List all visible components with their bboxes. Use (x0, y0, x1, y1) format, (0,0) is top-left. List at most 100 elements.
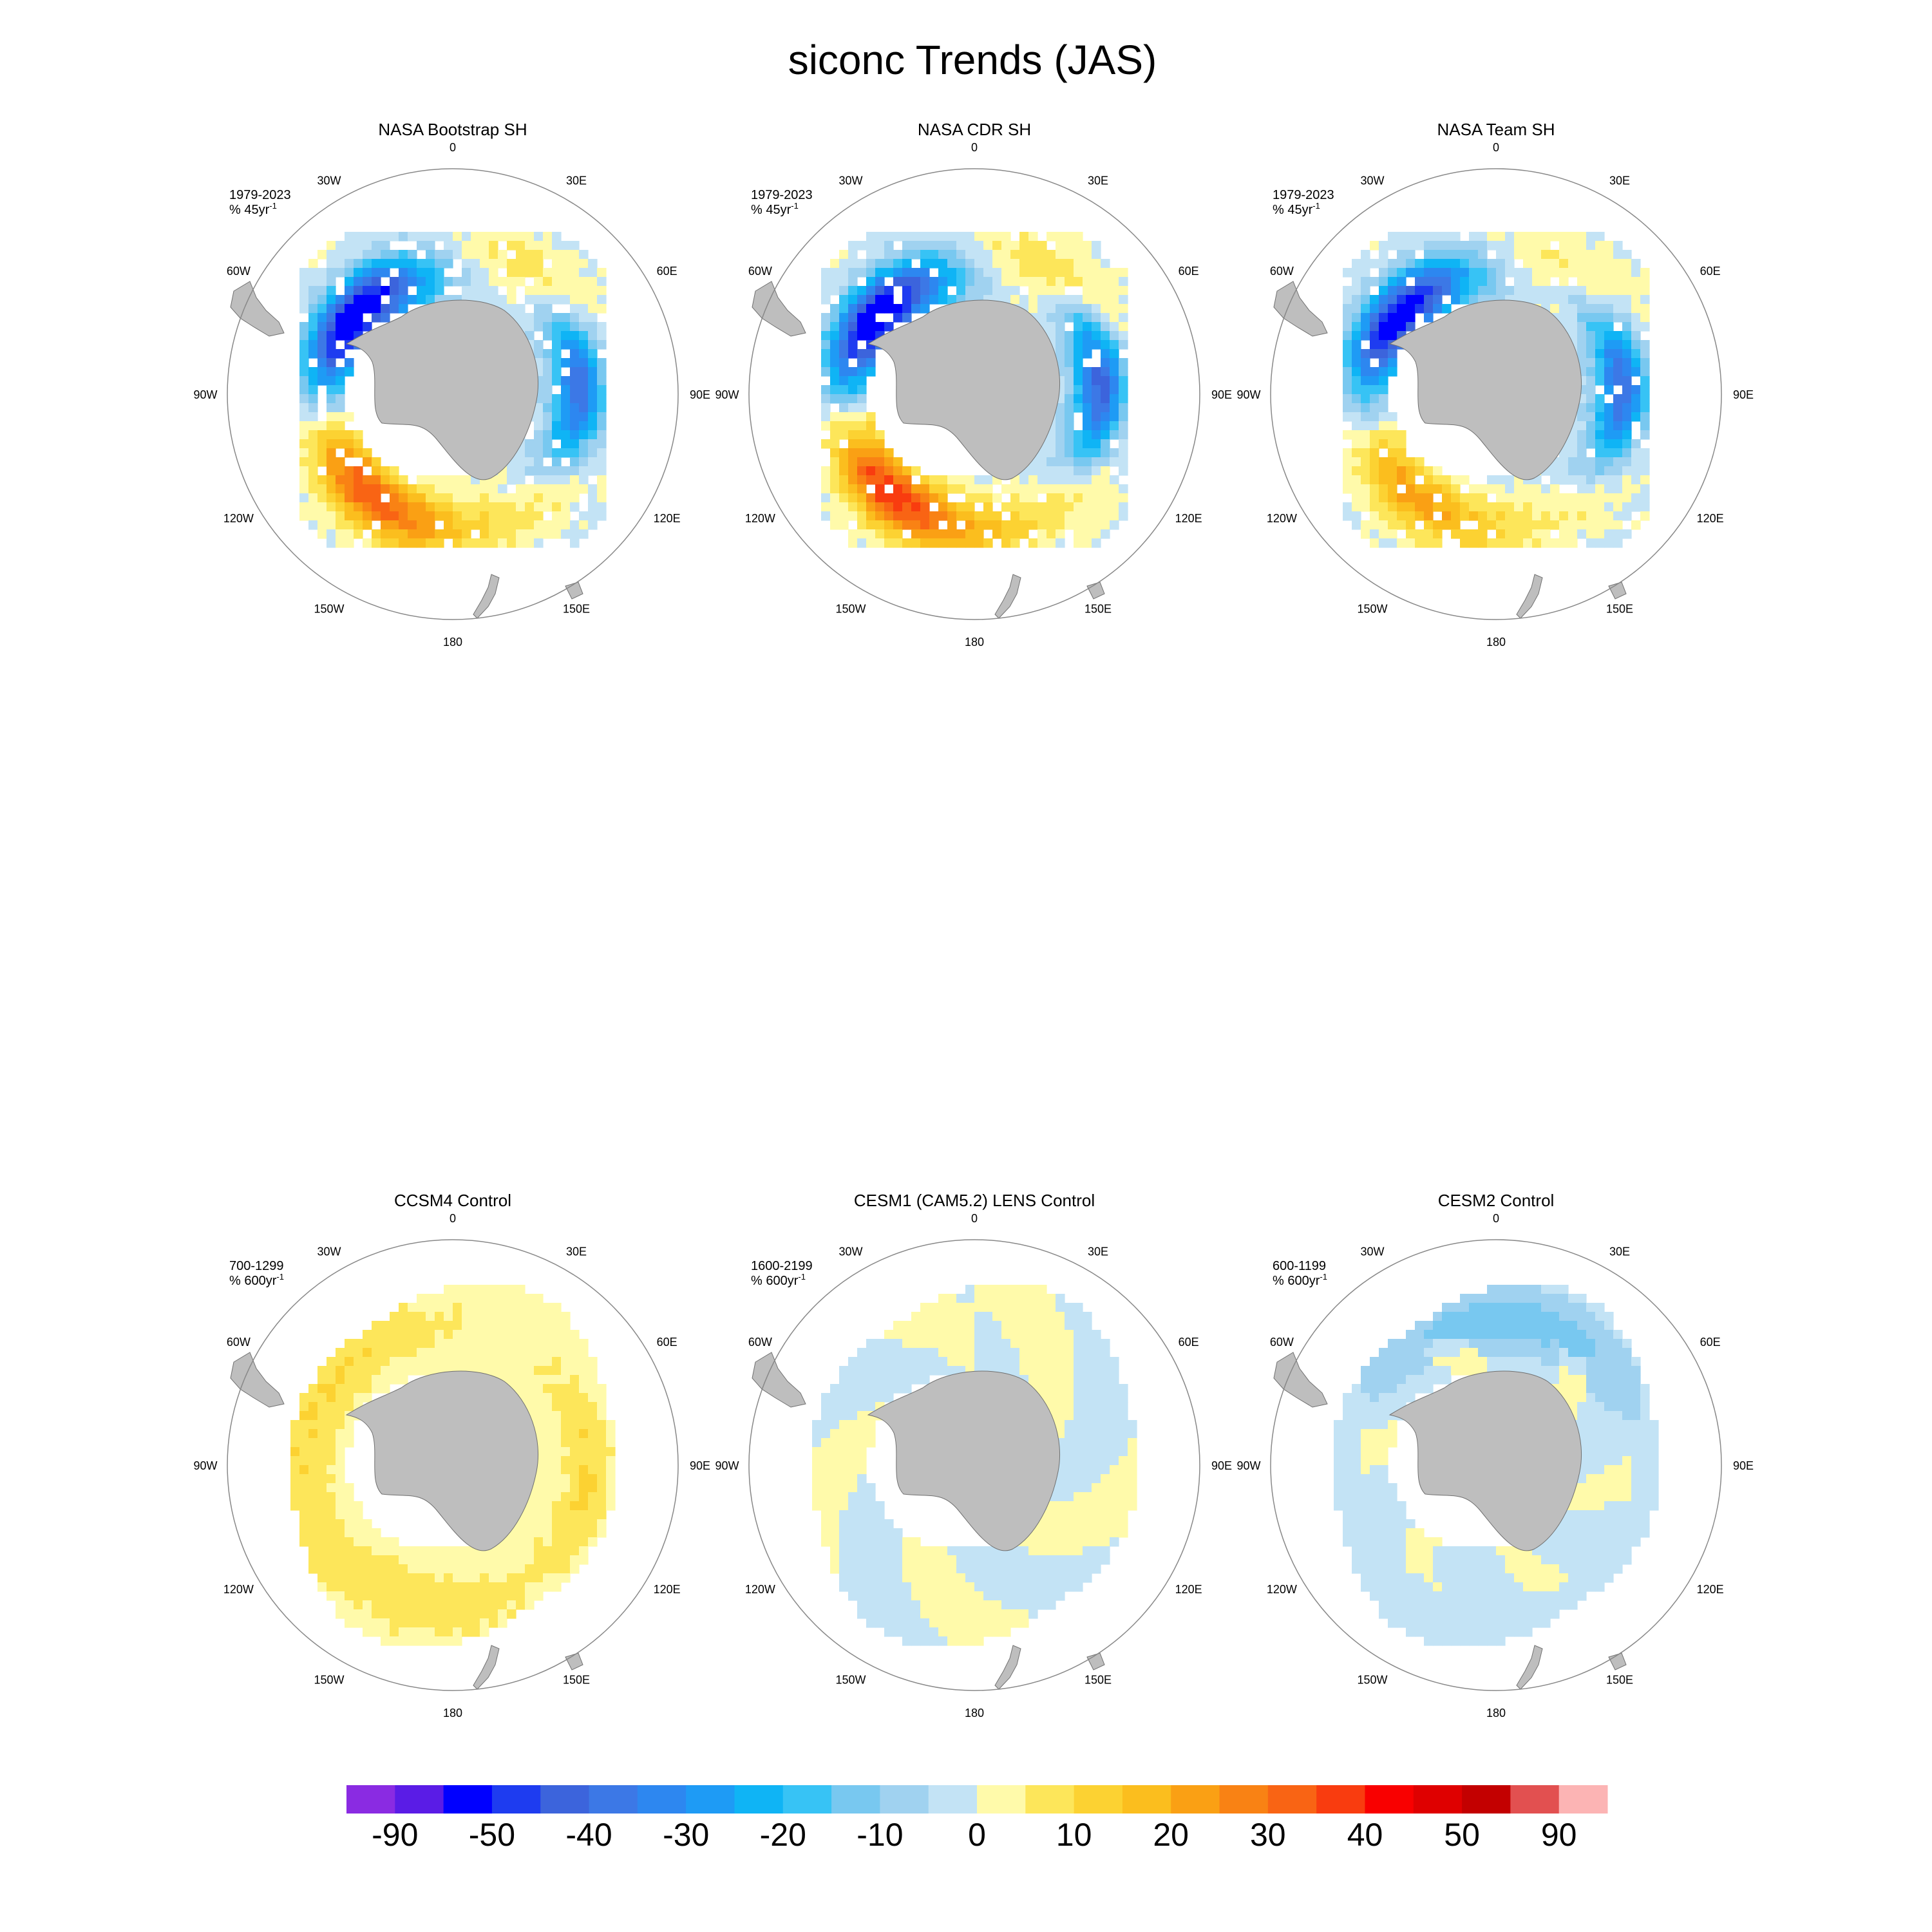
field-cell (1065, 1429, 1074, 1439)
field-cell (345, 232, 354, 242)
field-cell (974, 529, 984, 539)
field-cell (1379, 421, 1388, 431)
field-cell (1568, 232, 1578, 242)
field-cell (1424, 1348, 1434, 1358)
field-cell (579, 1384, 589, 1394)
field-cell (1343, 484, 1352, 494)
field-cell (363, 520, 372, 530)
field-cell (1083, 304, 1092, 314)
field-cell (1577, 1573, 1587, 1583)
field-cell (1433, 304, 1443, 314)
field-cell (525, 1555, 535, 1565)
field-cell (1083, 1465, 1092, 1475)
field-cell (1010, 1582, 1020, 1592)
field-cell (290, 1465, 300, 1475)
field-cell (929, 1312, 939, 1321)
field-cell (1074, 1555, 1083, 1565)
field-cell (857, 241, 867, 251)
field-cell (336, 502, 345, 512)
field-cell (327, 520, 336, 530)
field-cell (336, 493, 345, 503)
field-cell (830, 1510, 840, 1520)
field-cell (317, 1555, 327, 1565)
field-cell (327, 1411, 336, 1421)
field-cell (875, 520, 885, 530)
field-cell (1037, 268, 1047, 278)
field-cell (290, 1456, 300, 1466)
field-cell (1550, 1294, 1560, 1303)
field-cell (1613, 1339, 1623, 1349)
field-cell (1433, 268, 1443, 278)
field-cell (462, 1555, 471, 1565)
field-cell (1046, 1393, 1056, 1403)
field-cell (1037, 1555, 1047, 1565)
field-cell (570, 349, 580, 359)
field-cell (588, 403, 598, 413)
field-cell (839, 1501, 849, 1511)
field-cell (1496, 1312, 1506, 1321)
field-cell (588, 1465, 598, 1475)
field-cell (588, 1429, 598, 1439)
field-cell (1028, 1555, 1038, 1565)
field-cell (363, 1591, 372, 1601)
longitude-label: 150W (1357, 603, 1387, 616)
field-cell (579, 349, 589, 359)
field-cell (317, 475, 327, 485)
field-cell (1523, 250, 1533, 260)
field-cell (1622, 475, 1632, 485)
field-cell (1586, 358, 1596, 368)
field-cell (408, 1555, 417, 1565)
field-cell (570, 1528, 580, 1538)
field-cell (857, 1429, 867, 1439)
field-cell (390, 1330, 399, 1340)
field-cell (561, 1456, 571, 1466)
field-cell (1559, 1330, 1569, 1340)
field-cell (534, 421, 544, 431)
field-cell (1532, 1618, 1542, 1628)
field-cell (1478, 1636, 1488, 1646)
field-cell (1622, 448, 1632, 458)
field-cell (290, 1501, 300, 1511)
field-cell (857, 493, 867, 503)
field-cell (570, 1483, 580, 1493)
field-cell (399, 538, 408, 548)
field-cell (1046, 1348, 1056, 1358)
field-cell (947, 1564, 957, 1574)
field-cell (507, 1357, 516, 1367)
field-cell (597, 1510, 607, 1520)
field-cell (543, 313, 553, 323)
field-cell (884, 529, 894, 539)
field-cell (1460, 295, 1470, 305)
field-cell (1083, 1339, 1092, 1349)
field-cell (561, 331, 571, 341)
field-cell (390, 1591, 399, 1601)
field-cell (1101, 1384, 1110, 1394)
field-cell (1433, 1366, 1443, 1376)
field-cell (1379, 466, 1388, 476)
field-cell (552, 241, 562, 251)
field-cell (1586, 1582, 1596, 1592)
longitude-label: 150W (314, 1674, 344, 1687)
field-cell (336, 1447, 345, 1457)
field-cell (1065, 358, 1074, 368)
field-cell (336, 1429, 345, 1439)
field-cell (1496, 1609, 1506, 1619)
field-cell (884, 1546, 894, 1556)
field-cell (390, 1348, 399, 1358)
longitude-label: 30E (1609, 174, 1630, 187)
field-cell (363, 1528, 372, 1538)
field-cell (1550, 1321, 1560, 1331)
field-cell (992, 1357, 1002, 1367)
field-cell (1604, 538, 1614, 548)
field-cell (1056, 538, 1065, 548)
field-cell (1613, 466, 1623, 476)
field-cell (1604, 376, 1614, 386)
field-cell (1074, 241, 1083, 251)
field-cell (1406, 1537, 1416, 1547)
field-cell (1388, 331, 1397, 341)
field-cell (1496, 1564, 1506, 1574)
field-cell (308, 1555, 318, 1565)
field-cell (848, 1474, 858, 1484)
field-cell (1451, 511, 1461, 521)
